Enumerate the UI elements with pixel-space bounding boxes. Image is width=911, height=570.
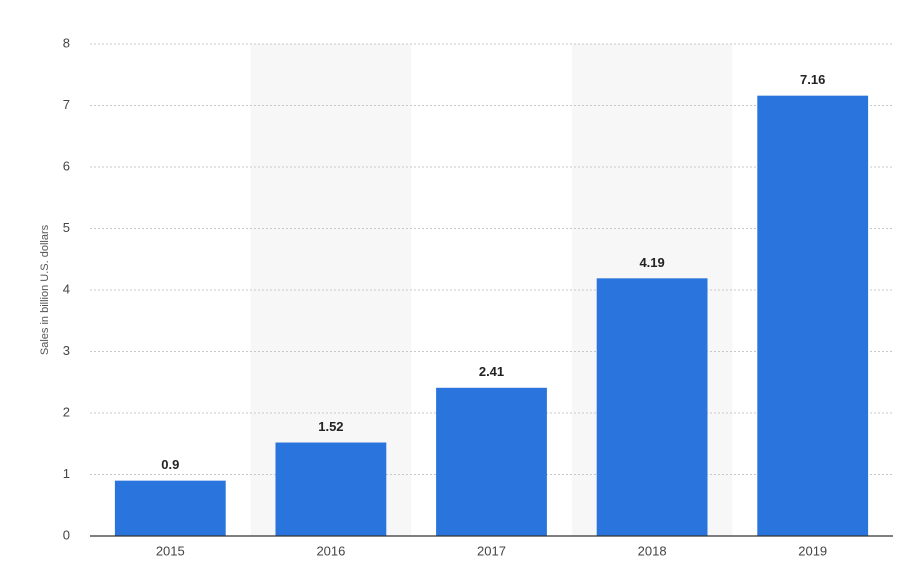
y-tick-label: 1 <box>63 466 70 481</box>
bar <box>757 95 869 536</box>
y-tick-label: 7 <box>63 97 70 112</box>
bar <box>114 480 226 536</box>
value-label: 1.52 <box>318 419 343 434</box>
x-tick-label: 2017 <box>477 543 506 558</box>
y-tick-label: 5 <box>63 220 70 235</box>
value-label: 7.16 <box>800 72 825 87</box>
y-tick-label: 6 <box>63 158 70 173</box>
x-tick-label: 2016 <box>316 543 345 558</box>
value-label: 4.19 <box>639 255 664 270</box>
value-label: 0.9 <box>161 457 179 472</box>
y-tick-label: 4 <box>63 281 70 296</box>
y-axis-title: Sales in billion U.S. dollars <box>39 224 51 355</box>
value-label: 2.41 <box>479 364 504 379</box>
bar <box>436 387 547 536</box>
y-tick-label: 3 <box>63 343 70 358</box>
bar <box>596 278 708 536</box>
y-tick-label: 2 <box>63 404 70 419</box>
bar <box>275 442 387 536</box>
y-tick-label: 0 <box>63 527 70 542</box>
x-tick-label: 2018 <box>638 543 667 558</box>
y-tick-label: 8 <box>63 35 70 50</box>
x-tick-label: 2019 <box>798 543 827 558</box>
x-tick-label: 2015 <box>156 543 185 558</box>
